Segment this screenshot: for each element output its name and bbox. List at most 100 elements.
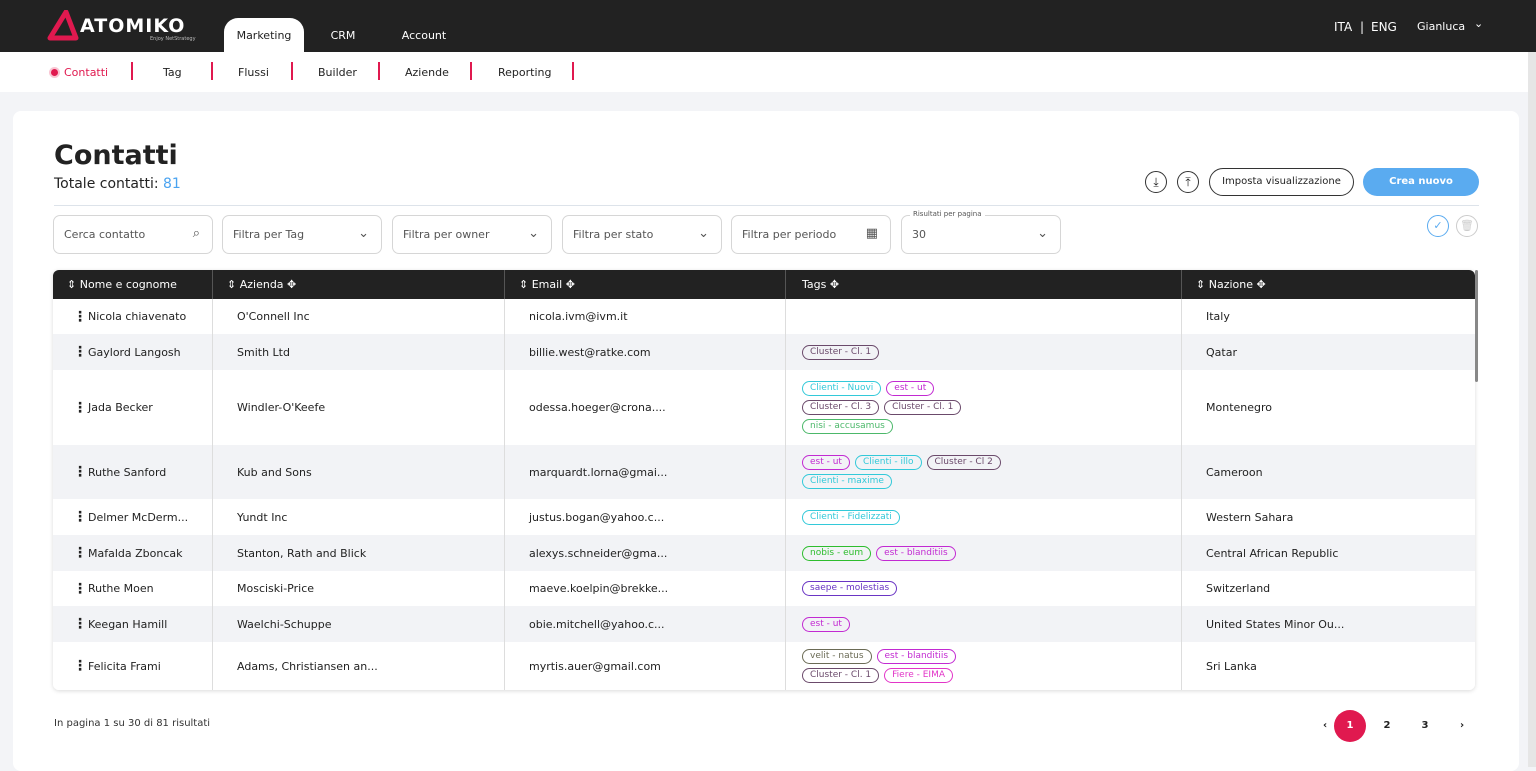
search-input[interactable]: Cerca contatto ⌕: [53, 215, 213, 254]
lang-ita[interactable]: ITA: [1334, 20, 1353, 34]
tag-badge[interactable]: est - ut: [802, 616, 850, 632]
cell-country: Western Sahara: [1182, 499, 1475, 535]
per-page-select[interactable]: Risultati per pagina 30 ⌄: [901, 210, 1061, 254]
tag-badge[interactable]: Clienti - Nuovi: [802, 381, 882, 396]
subnav-reporting[interactable]: Reporting: [498, 66, 552, 79]
row-menu-icon[interactable]: ⋮: [73, 344, 87, 360]
tag-badge[interactable]: Clienti - maxime: [802, 474, 892, 489]
subnav-aziende[interactable]: Aziende: [405, 66, 449, 79]
tag-badge[interactable]: nobis - eum: [802, 545, 872, 561]
tag-badge[interactable]: est - blanditiis: [876, 545, 956, 561]
table-scrollbar[interactable]: [1475, 270, 1478, 382]
filter-periodo[interactable]: Filtra per periodo ▦: [731, 215, 891, 254]
country-text: Cameroon: [1206, 465, 1263, 479]
table-row[interactable]: ⋮ Delmer McDerm... Yundt Inc justus.bogan@y…: [53, 499, 1475, 535]
cell-country: Italy: [1182, 299, 1475, 334]
column-label: Tags: [802, 278, 827, 291]
row-menu-icon[interactable]: ⋮: [73, 399, 87, 416]
country-text: Central African Republic: [1206, 546, 1339, 560]
user-menu[interactable]: Gianluca: [1417, 20, 1466, 33]
cell-country: Sri Lanka: [1182, 642, 1475, 690]
cell-country: Montenegro: [1182, 370, 1475, 445]
download-icon[interactable]: ⤓: [1145, 171, 1167, 193]
check-icon[interactable]: ✓: [1427, 215, 1449, 237]
tag-badge[interactable]: velit - natus: [802, 649, 872, 664]
chevron-down-icon[interactable]: ⌄: [1474, 17, 1484, 30]
tag-badge[interactable]: Cluster - Cl. 1: [802, 668, 880, 683]
subnav-contatti[interactable]: Contatti: [64, 66, 109, 79]
trash-icon[interactable]: 🗑: [1456, 215, 1478, 237]
table-row[interactable]: ⋮ Jada Becker Windler-O'Keefe odessa.hoeger…: [53, 370, 1475, 445]
tag-badge[interactable]: Clienti - Fidelizzati: [802, 509, 900, 525]
column-tags[interactable]: Tags ✥: [786, 270, 1182, 299]
tag-badge[interactable]: est - ut: [802, 455, 850, 470]
row-menu-icon[interactable]: ⋮: [73, 580, 87, 597]
row-menu-icon[interactable]: ⋮: [73, 509, 87, 525]
email-text: maeve.koelpin@brekke...: [529, 582, 669, 595]
cell-company: Adams, Christiansen an...: [213, 642, 505, 690]
row-menu-icon[interactable]: ⋮: [73, 464, 87, 480]
row-menu-icon[interactable]: ⋮: [73, 308, 87, 325]
results-summary: In pagina 1 su 30 di 81 risultati: [54, 718, 211, 729]
tag-badge[interactable]: Clienti - illo: [854, 455, 922, 470]
table-row[interactable]: ⋮ Felicita Frami Adams, Christiansen an...…: [53, 642, 1475, 690]
logo[interactable]: ATOMIKO Enjoy NetStrategy: [46, 10, 206, 46]
filter-owner[interactable]: Filtra per owner ⌄: [392, 215, 552, 254]
name-text: Jada Becker: [88, 401, 153, 414]
tab-crm[interactable]: CRM: [330, 29, 356, 42]
cell-name: ⋮ Ruthe Moen: [53, 571, 213, 606]
tab-marketing[interactable]: Marketing: [224, 18, 304, 52]
filter-tag[interactable]: Filtra per Tag ⌄: [222, 215, 382, 254]
table-row[interactable]: ⋮ Ruthe Sanford Kub and Sons marquardt.lorn…: [53, 445, 1475, 499]
tab-account[interactable]: Account: [401, 29, 447, 42]
company-text: Mosciski-Price: [237, 582, 315, 595]
page-2[interactable]: 2: [1383, 720, 1391, 731]
row-menu-icon[interactable]: ⋮: [73, 658, 87, 674]
subnav-tag[interactable]: Tag: [163, 66, 182, 79]
email-text: billie.west@ratke.com: [529, 345, 651, 359]
table-row[interactable]: ⋮ Ruthe Moen Mosciski-Price maeve.koelpin@b…: [53, 571, 1475, 606]
table-row[interactable]: ⋮ Mafalda Zboncak Stanton, Rath and Blick a…: [53, 535, 1475, 571]
contacts-table: ⇕ Nome e cognome ⇕ Azienda ✥ ⇕ Email ✥ T…: [53, 270, 1475, 690]
tag-badge[interactable]: est - blanditiis: [876, 649, 957, 664]
cell-company: Kub and Sons: [213, 445, 505, 499]
column-name[interactable]: ⇕ Nome e cognome: [53, 270, 213, 299]
chevron-down-icon: ⌄: [1037, 226, 1048, 241]
create-new-button[interactable]: Crea nuovo: [1363, 168, 1479, 196]
row-menu-icon[interactable]: ⋮: [73, 616, 87, 632]
pagination-next[interactable]: ›: [1459, 720, 1465, 731]
tag-badge[interactable]: Fiere - EIMA: [884, 668, 953, 683]
page-1[interactable]: 1: [1334, 710, 1366, 742]
tag-badge[interactable]: nisi - accusamus: [802, 419, 893, 434]
column-country[interactable]: ⇕ Nazione ✥: [1196, 278, 1266, 291]
page-3[interactable]: 3: [1421, 720, 1429, 731]
cell-country: Qatar: [1182, 334, 1475, 370]
cell-company: Waelchi-Schuppe: [213, 606, 505, 642]
country-text: Switzerland: [1206, 582, 1271, 595]
filter-stato[interactable]: Filtra per stato ⌄: [562, 215, 722, 254]
lang-eng[interactable]: ENG: [1371, 20, 1397, 34]
tag-badge[interactable]: Cluster - Cl 2: [926, 455, 1001, 470]
tag-badge[interactable]: Cluster - Cl. 3: [802, 400, 880, 415]
tag-badge[interactable]: Cluster - Cl. 1: [802, 344, 880, 360]
tag-badge[interactable]: est - ut: [886, 381, 935, 396]
tag-badge[interactable]: saepe - molestias: [802, 581, 898, 596]
table-row[interactable]: ⋮ Gaylord Langosh Smith Ltd billie.west@rat…: [53, 334, 1475, 370]
page-scrollbar[interactable]: [1528, 52, 1536, 767]
table-row[interactable]: ⋮ Keegan Hamill Waelchi-Schuppe obie.mitche…: [53, 606, 1475, 642]
column-company[interactable]: ⇕ Azienda ✥: [213, 270, 505, 299]
pagination-prev[interactable]: ‹: [1322, 720, 1328, 731]
settings-view-button[interactable]: Imposta visualizzazione: [1209, 168, 1354, 196]
subnav-flussi[interactable]: Flussi: [238, 66, 269, 79]
upload-icon[interactable]: ⤒: [1177, 171, 1199, 193]
column-email[interactable]: ⇕ Email ✥: [505, 270, 786, 299]
per-page-label: Risultati per pagina: [910, 210, 985, 218]
chevron-down-icon: ⌄: [528, 226, 539, 241]
subnav-builder[interactable]: Builder: [318, 66, 357, 79]
tag-badge[interactable]: Cluster - Cl. 1: [884, 400, 962, 415]
tag-list: Cluster - Cl. 1: [786, 344, 1006, 360]
row-menu-icon[interactable]: ⋮: [73, 545, 87, 561]
company-text: Stanton, Rath and Blick: [237, 546, 367, 560]
cell-company: Yundt Inc: [213, 499, 505, 535]
table-row[interactable]: ⋮ Nicola chiavenato O'Connell Inc nicola.iv…: [53, 299, 1475, 334]
